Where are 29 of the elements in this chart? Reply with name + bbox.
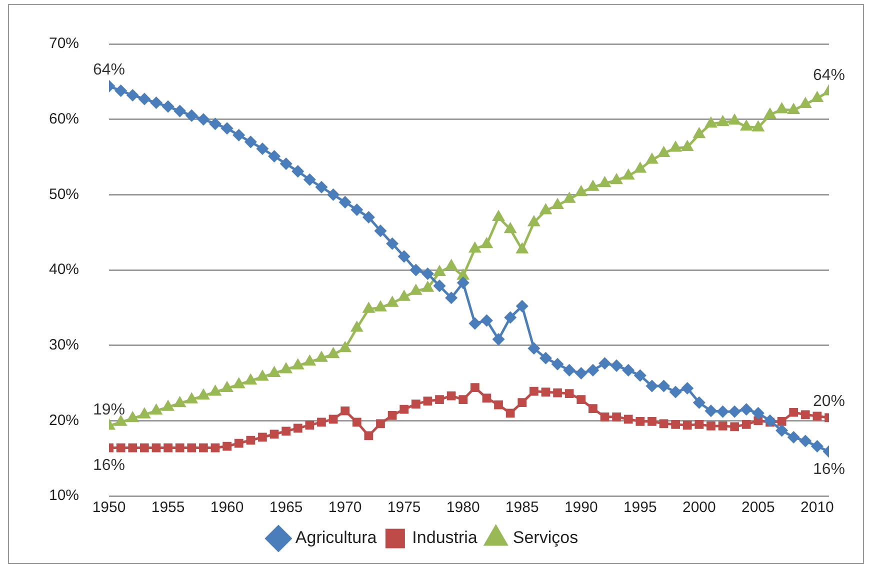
y-tick-label: 10% xyxy=(48,487,80,504)
x-tick-label: 1985 xyxy=(505,499,539,516)
legend-label: Agricultura xyxy=(295,528,378,548)
data-label: 64% xyxy=(93,62,126,79)
data-label: 19% xyxy=(93,401,126,418)
data-label: 64% xyxy=(812,66,846,84)
x-tick-label: 1965 xyxy=(269,499,303,516)
x-tick-label: 2010 xyxy=(800,499,834,516)
x-tick-label: 1970 xyxy=(328,499,362,516)
x-tick-label: 1990 xyxy=(564,499,598,516)
x-tick-label: 2000 xyxy=(682,499,716,516)
x-tick-label: 1950 xyxy=(92,499,126,516)
x-tick-label: 1960 xyxy=(210,499,244,516)
x-tick-label: 1995 xyxy=(623,499,657,516)
y-tick-label: 60% xyxy=(48,110,80,128)
x-tick-label: 1975 xyxy=(387,499,421,516)
legend-label: Industria xyxy=(412,528,478,548)
x-tick-label: 1955 xyxy=(151,499,185,516)
y-tick-label: 30% xyxy=(48,336,80,354)
y-tick-label: 40% xyxy=(48,261,80,278)
y-tick-label: 50% xyxy=(48,186,80,203)
data-label: 16% xyxy=(93,457,126,474)
y-tick-label: 20% xyxy=(48,412,80,429)
x-tick-label: 1980 xyxy=(446,499,480,516)
data-label: 16% xyxy=(812,460,846,478)
data-label: 20% xyxy=(812,393,846,410)
x-tick-label: 2005 xyxy=(741,499,775,516)
legend-label: Serviços xyxy=(512,528,578,548)
y-tick-label: 70% xyxy=(48,35,80,52)
